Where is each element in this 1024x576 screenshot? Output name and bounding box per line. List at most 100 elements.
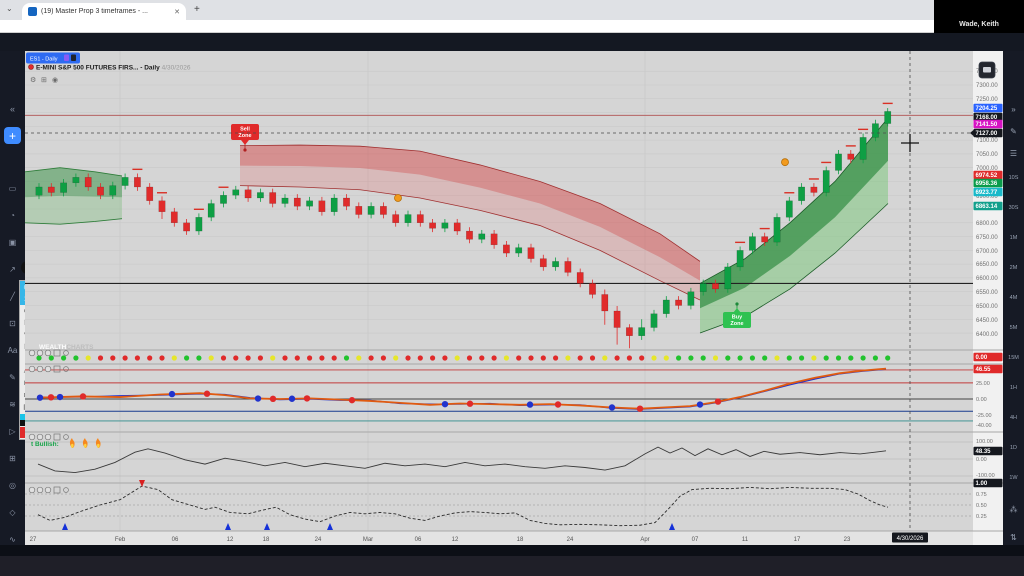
grid-tool-icon[interactable]: ⊞ bbox=[9, 454, 16, 463]
draw-icon[interactable]: ✎ bbox=[1010, 127, 1017, 136]
indicator-gridline-label: -25.00 bbox=[976, 413, 992, 419]
browser-tab-strip: ⌄ (19) Master Prop 3 timeframes - ... ✕ … bbox=[0, 0, 1024, 20]
price-gridline-label: 6600.00 bbox=[976, 276, 998, 282]
x-tick-label: 17 bbox=[794, 537, 801, 543]
price-tag bbox=[973, 178, 1003, 188]
chart-eye-icon[interactable]: ◉ bbox=[52, 77, 58, 84]
oscillator-dot bbox=[714, 398, 722, 405]
chart-add-icon[interactable]: ⊞ bbox=[41, 77, 47, 84]
new-tab-button[interactable]: + bbox=[194, 4, 200, 15]
timeframe-4m[interactable]: 4M bbox=[1009, 295, 1018, 301]
price-gridline-label: 6650.00 bbox=[976, 262, 998, 268]
chart-settings-gear-icon[interactable]: ⚙ bbox=[30, 76, 36, 84]
candles bbox=[35, 108, 892, 349]
timeframe-10s[interactable]: 10S bbox=[1008, 175, 1019, 181]
left-green-cloud bbox=[25, 167, 122, 225]
svg-text:6863.14: 6863.14 bbox=[976, 204, 998, 210]
x-tick-label: 12 bbox=[227, 537, 234, 543]
shape-tool-icon[interactable]: ◇ bbox=[9, 508, 16, 517]
price-tag bbox=[973, 119, 1003, 129]
wave-tool-icon[interactable]: ∿ bbox=[9, 535, 16, 544]
oscillator-dot bbox=[254, 395, 262, 402]
timeframe-4h[interactable]: 4H bbox=[1009, 415, 1018, 421]
fire-icon bbox=[82, 438, 88, 448]
play-icon[interactable]: ▷ bbox=[9, 427, 16, 436]
price-tag bbox=[973, 103, 1003, 113]
price-gridline-label: 7000.00 bbox=[976, 166, 998, 172]
panel-controls[interactable] bbox=[28, 433, 69, 441]
trendline-icon[interactable]: ↗ bbox=[9, 265, 16, 274]
price-gridline-label: 7300.00 bbox=[976, 83, 998, 89]
price-gridline-label: 7250.00 bbox=[976, 97, 998, 103]
price-gridline-label: 6700.00 bbox=[976, 249, 998, 255]
panel-controls[interactable] bbox=[28, 349, 69, 357]
svg-text:7127.00: 7127.00 bbox=[976, 131, 998, 137]
sort-icon[interactable]: ⇅ bbox=[1010, 533, 1017, 542]
timeframe-2m[interactable]: 2M bbox=[1009, 265, 1018, 271]
timeframe-1d[interactable]: 1D bbox=[1009, 445, 1018, 451]
text-tool-icon[interactable]: Aa bbox=[7, 346, 18, 355]
tab-close-icon[interactable]: ✕ bbox=[174, 8, 180, 16]
indicator-gridline-label: 0.00 bbox=[976, 457, 987, 463]
oscillator-dot bbox=[554, 401, 562, 408]
price-gridline-label: 6550.00 bbox=[976, 290, 998, 296]
svg-text:4/30/2026: 4/30/2026 bbox=[897, 536, 924, 542]
collapse-sidebar-icon[interactable]: « bbox=[9, 104, 15, 114]
price-gridline-label: 7100.00 bbox=[976, 138, 998, 144]
indicator-gridline-label: 25.00 bbox=[976, 381, 990, 387]
line-tool-icon[interactable]: ╱ bbox=[10, 292, 15, 301]
price-gridline-label: 6750.00 bbox=[976, 235, 998, 241]
target-tool-icon[interactable]: ◎ bbox=[9, 481, 16, 490]
svg-text:0.00: 0.00 bbox=[976, 355, 988, 361]
symbol-title: E-MINI S&P 500 FUTURES FIRS... - Daily 4… bbox=[36, 65, 191, 72]
up-triangle-marker bbox=[669, 523, 675, 530]
waves-tool-icon[interactable]: ≋ bbox=[9, 400, 16, 409]
timeframe-30s[interactable]: 30S bbox=[1008, 205, 1019, 211]
panel-controls[interactable] bbox=[28, 365, 69, 373]
price-tag bbox=[973, 352, 1003, 362]
indicator-gridline-label: 0.50 bbox=[976, 503, 987, 509]
sell-zone-label: Sell bbox=[240, 127, 250, 133]
history-icon[interactable]: ◔ bbox=[10, 211, 15, 220]
wealthcharts-watermark: WEALTHCHARTS bbox=[39, 344, 94, 351]
strategy-icon[interactable]: ⁂ bbox=[1009, 505, 1018, 514]
timeframe-1h[interactable]: 1H bbox=[1009, 385, 1018, 391]
price-tag bbox=[973, 478, 1003, 488]
tab-search-chevron-icon[interactable]: ⌄ bbox=[6, 4, 13, 13]
timeframe-1m[interactable]: 1M bbox=[1009, 235, 1018, 241]
panel-controls[interactable] bbox=[28, 486, 69, 494]
up-triangle-marker bbox=[225, 523, 231, 530]
timeframe-15m[interactable]: 15M bbox=[1008, 355, 1019, 361]
momentum-line bbox=[37, 446, 887, 474]
buy-zone-label: Buy bbox=[732, 315, 743, 321]
x-tick-label: 24 bbox=[315, 537, 322, 543]
down-triangle-marker bbox=[139, 480, 145, 487]
browser-tab[interactable]: (19) Master Prop 3 timeframes - ... ✕ bbox=[22, 3, 186, 20]
up-triangle-marker bbox=[62, 523, 68, 530]
timeframe-5m[interactable]: 5M bbox=[1009, 325, 1018, 331]
price-tag bbox=[973, 170, 1003, 180]
svg-text:6974.52: 6974.52 bbox=[976, 173, 998, 179]
svg-text:48.35: 48.35 bbox=[976, 449, 992, 455]
folder-icon[interactable]: ▭ bbox=[8, 184, 17, 193]
fire-icon bbox=[69, 438, 75, 448]
oscillator-dot bbox=[47, 394, 55, 401]
price-tag bbox=[973, 201, 1003, 211]
indicator-gridline-label: 0.75 bbox=[976, 492, 987, 498]
indicator-gridline-label: -40.00 bbox=[976, 423, 992, 429]
list-icon[interactable]: ☰ bbox=[1009, 149, 1018, 158]
oscillator-dot bbox=[303, 395, 311, 402]
template-icon[interactable]: ⊡ bbox=[9, 319, 16, 328]
fire-icon bbox=[95, 438, 101, 448]
add-chart-button[interactable]: + bbox=[4, 127, 21, 144]
draw-tool-icon[interactable]: ✎ bbox=[9, 373, 16, 382]
expand-icon[interactable]: » bbox=[1011, 105, 1016, 114]
video-icon[interactable]: ▣ bbox=[8, 238, 17, 247]
x-tick-label: 23 bbox=[844, 537, 851, 543]
oscillator-dot bbox=[636, 405, 644, 412]
x-tick-label: 27 bbox=[30, 537, 37, 543]
timeframe-1w[interactable]: 1W bbox=[1009, 475, 1018, 481]
